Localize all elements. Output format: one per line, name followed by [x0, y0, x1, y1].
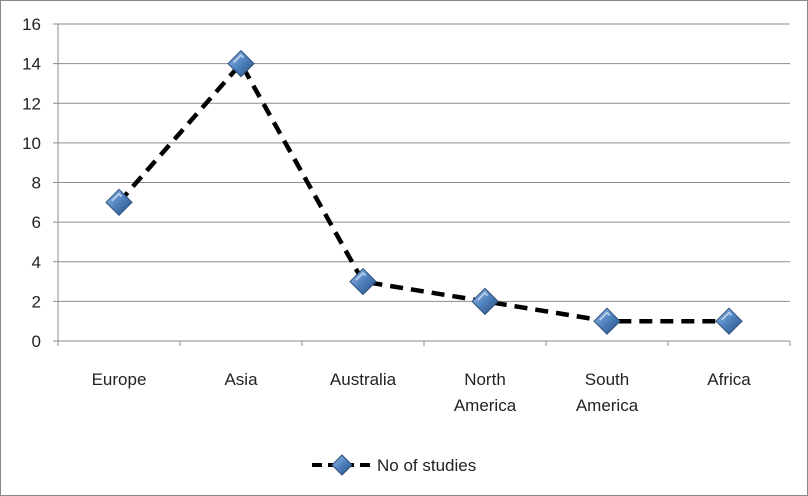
data-point-north-america: [471, 287, 499, 316]
y-tick-label-2: 2: [32, 292, 41, 311]
series-line-no-of-studies: [117, 61, 729, 324]
x-tick-label-europe: Europe: [92, 370, 147, 389]
data-point-south-america: [593, 307, 621, 335]
y-tick-label-6: 6: [32, 213, 41, 232]
y-tick-label-0: 0: [32, 332, 41, 351]
legend-diamond-marker: [331, 454, 353, 476]
x-tick-labels: Europe Asia Australia North America South Amer…: [92, 370, 752, 415]
x-tick-label-africa: Africa: [707, 370, 751, 389]
legend-label: No of studies: [377, 456, 476, 475]
x-tick-label-asia: Asia: [224, 370, 258, 389]
y-tick-label-8: 8: [32, 174, 41, 193]
y-tick-label-10: 10: [22, 134, 41, 153]
data-point-australia: [349, 267, 377, 296]
y-tick-labels: 0 2 4 6 8 10 12 14 16: [22, 15, 41, 351]
y-tick-label-4: 4: [32, 253, 41, 272]
x-tick-label-australia: Australia: [330, 370, 397, 389]
data-point-highlight-2: [355, 272, 367, 281]
axes: [53, 23, 791, 346]
data-point-europe: [105, 188, 133, 217]
gridlines: [58, 23, 790, 302]
series-no-of-studies: [105, 49, 743, 335]
y-tick-label-14: 14: [22, 55, 41, 74]
y-tick-label-12: 12: [22, 94, 41, 113]
data-point-highlight-4: [599, 311, 611, 321]
data-point-highlight-3: [477, 291, 489, 301]
data-point-highlight-5: [721, 311, 733, 321]
data-point-africa: [715, 307, 743, 335]
data-point-highlight-0: [111, 192, 123, 202]
y-tick-label-16: 16: [22, 15, 41, 34]
x-tick-label-south-america: South America: [576, 370, 639, 415]
legend: No of studies: [312, 454, 476, 476]
data-point-asia: [227, 49, 255, 78]
x-tick-label-north-america: North America: [454, 370, 517, 415]
data-point-highlight-1: [233, 54, 245, 63]
